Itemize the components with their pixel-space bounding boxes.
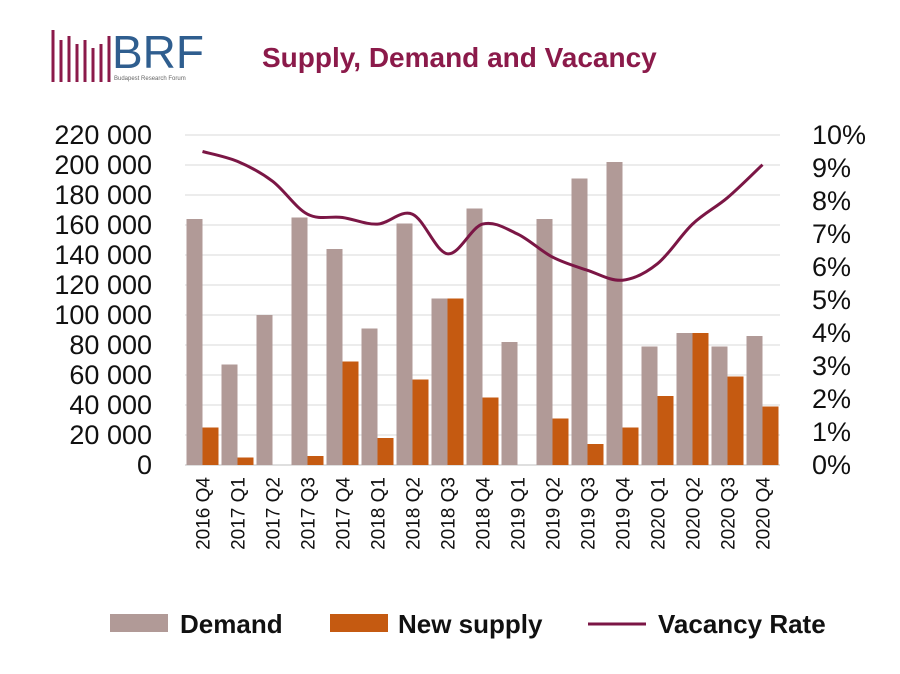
- bar-demand: [361, 328, 378, 465]
- y-right-tick-label: 5%: [812, 285, 851, 315]
- y-left-tick-label: 140 000: [54, 240, 152, 270]
- x-tick-label: 2019 Q4: [614, 477, 635, 550]
- x-tick-label: 2017 Q4: [334, 477, 355, 550]
- bar-new-supply: [202, 427, 219, 465]
- legend: Demand New supply Vacancy Rate: [110, 609, 826, 639]
- x-tick-label: 2018 Q2: [404, 477, 425, 550]
- bar-demand: [641, 346, 658, 465]
- y-right-tick-label: 0%: [812, 450, 851, 480]
- bar-demand: [326, 249, 343, 465]
- y-right-tick-label: 1%: [812, 417, 851, 447]
- bar-demand: [256, 315, 273, 465]
- brf-logo: BRF Budapest Research Forum: [51, 26, 204, 82]
- legend-swatch-demand: [110, 614, 168, 632]
- x-tick-label: 2017 Q2: [264, 477, 285, 550]
- right-axis: 0%1%2%3%4%5%6%7%8%9%10%: [812, 120, 866, 480]
- x-tick-label: 2020 Q2: [684, 477, 705, 550]
- y-left-tick-label: 220 000: [54, 120, 152, 150]
- logo-bars-icon: [51, 30, 111, 82]
- x-axis: 2016 Q4 2017 Q1 2017 Q2 2017 Q3 2017 Q4 2018 …: [194, 477, 775, 550]
- y-left-tick-label: 200 000: [54, 150, 152, 180]
- bar-new-supply: [237, 457, 254, 465]
- bar-demand: [606, 162, 623, 465]
- bar-demand: [501, 342, 518, 465]
- bar-new-supply: [482, 397, 499, 465]
- y-left-tick-label: 160 000: [54, 210, 152, 240]
- bar-new-supply: [307, 456, 324, 465]
- bar-demand: [431, 298, 448, 465]
- x-tick-label: 2019 Q3: [579, 477, 600, 550]
- bar-demand: [711, 346, 728, 465]
- line-series: [202, 150, 764, 282]
- y-left-tick-label: 80 000: [69, 330, 152, 360]
- bar-demand: [571, 178, 588, 465]
- bar-new-supply: [622, 427, 639, 465]
- y-right-tick-label: 8%: [812, 186, 851, 216]
- y-left-tick-label: 100 000: [54, 300, 152, 330]
- bar-new-supply: [727, 376, 744, 465]
- x-tick-label: 2017 Q3: [299, 477, 320, 550]
- bar-demand: [466, 208, 483, 465]
- y-left-tick-label: 40 000: [69, 390, 152, 420]
- x-tick-label: 2018 Q4: [474, 477, 495, 550]
- x-tick-label: 2018 Q3: [439, 477, 460, 550]
- x-tick-label: 2020 Q1: [649, 477, 670, 550]
- x-tick-label: 2019 Q2: [544, 477, 565, 550]
- y-right-tick-label: 3%: [812, 351, 851, 381]
- bar-new-supply: [552, 418, 569, 465]
- y-right-tick-label: 10%: [812, 120, 866, 150]
- bar-demand: [221, 364, 238, 465]
- bar-new-supply: [412, 379, 429, 465]
- bar-series: [186, 162, 779, 465]
- bar-new-supply: [762, 406, 779, 465]
- y-left-tick-label: 60 000: [69, 360, 152, 390]
- legend-swatch-new-supply: [330, 614, 388, 632]
- bar-new-supply: [377, 438, 394, 465]
- bar-demand: [186, 219, 203, 465]
- bar-new-supply: [587, 444, 604, 465]
- legend-label-vacancy-rate: Vacancy Rate: [658, 609, 826, 639]
- bar-new-supply: [692, 333, 709, 465]
- x-tick-label: 2020 Q4: [754, 477, 775, 550]
- y-left-tick-label: 120 000: [54, 270, 152, 300]
- x-tick-label: 2018 Q1: [369, 477, 390, 550]
- legend-label-demand: Demand: [180, 609, 283, 639]
- bar-demand: [396, 223, 413, 465]
- y-left-tick-label: 0: [137, 450, 152, 480]
- bar-new-supply: [657, 396, 674, 465]
- logo-brand-text: BRF: [112, 26, 204, 78]
- y-left-tick-label: 20 000: [69, 420, 152, 450]
- y-left-tick-label: 180 000: [54, 180, 152, 210]
- x-tick-label: 2017 Q1: [229, 477, 250, 550]
- y-right-tick-label: 6%: [812, 252, 851, 282]
- x-tick-label: 2019 Q1: [509, 477, 530, 550]
- bar-new-supply: [342, 361, 359, 465]
- y-right-tick-label: 2%: [812, 384, 851, 414]
- y-right-tick-label: 9%: [812, 153, 851, 183]
- logo-subtitle: Budapest Research Forum: [114, 76, 186, 82]
- legend-label-new-supply: New supply: [398, 609, 543, 639]
- y-right-tick-label: 7%: [812, 219, 851, 249]
- bar-demand: [291, 217, 308, 465]
- bar-demand: [536, 219, 553, 465]
- bar-new-supply: [447, 298, 464, 465]
- y-right-tick-label: 4%: [812, 318, 851, 348]
- bar-demand: [746, 336, 763, 465]
- bar-demand: [676, 333, 693, 465]
- x-tick-label: 2016 Q4: [194, 477, 215, 550]
- chart-title: Supply, Demand and Vacancy: [262, 42, 657, 73]
- x-tick-label: 2020 Q3: [719, 477, 740, 550]
